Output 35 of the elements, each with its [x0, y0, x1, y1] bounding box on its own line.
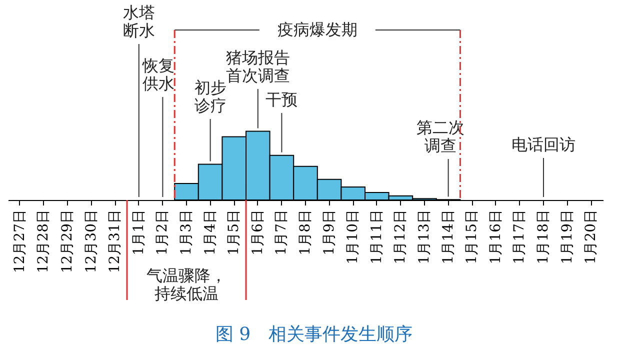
- x-tick-label: 1月13日: [416, 210, 432, 264]
- x-tick-label: 1月6日: [250, 210, 266, 256]
- x-tick-label: 12月29日: [60, 210, 76, 274]
- x-tick-label: 1月4日: [202, 210, 218, 256]
- x-tick-label: 1月20日: [583, 210, 600, 264]
- x-tick-label: 1月11日: [368, 210, 385, 264]
- x-tick-label: 1月17日: [512, 210, 528, 264]
- x-tick-label: 1月16日: [488, 210, 504, 264]
- x-tick-label: 1月1日: [130, 210, 147, 256]
- x-tick-label: 12月28日: [36, 210, 52, 274]
- text: 水塔断水: [122, 3, 155, 40]
- x-tick-label: 1月12日: [392, 210, 409, 264]
- annotation: 电话回访: [512, 135, 576, 154]
- text: 恢复供水: [142, 56, 175, 93]
- x-tick-label: 1月18日: [536, 210, 552, 264]
- text: 气温骤降，持续低温: [146, 266, 226, 303]
- x-tick-label: 1月5日: [226, 210, 242, 256]
- text: 疫病爆发期: [277, 20, 358, 39]
- x-tick-label: 12月31日: [107, 210, 124, 274]
- x-tick-label: 12月30日: [83, 210, 100, 274]
- annotation: 猪场报告首次调查: [226, 48, 290, 85]
- x-tick-label: 1月10日: [345, 210, 362, 264]
- x-tick-label: 1月8日: [298, 210, 314, 256]
- annotation: 初步诊疗: [194, 78, 226, 115]
- text: 图 9 相关事件发生顺序: [215, 324, 413, 345]
- x-tick-label: 1月15日: [464, 210, 480, 264]
- x-tick-label: 1月2日: [154, 210, 171, 256]
- x-tick-label: 1月14日: [440, 210, 456, 264]
- x-tick-label: 1月3日: [178, 210, 194, 256]
- x-tick-label: 12月27日: [12, 210, 28, 274]
- annotation: 第二次调查: [416, 118, 464, 155]
- x-tick-label: 1月9日: [321, 210, 338, 256]
- annotation: 干预: [266, 90, 298, 109]
- x-tick-label: 1月19日: [559, 210, 576, 264]
- x-tick-label: 1月7日: [274, 210, 290, 256]
